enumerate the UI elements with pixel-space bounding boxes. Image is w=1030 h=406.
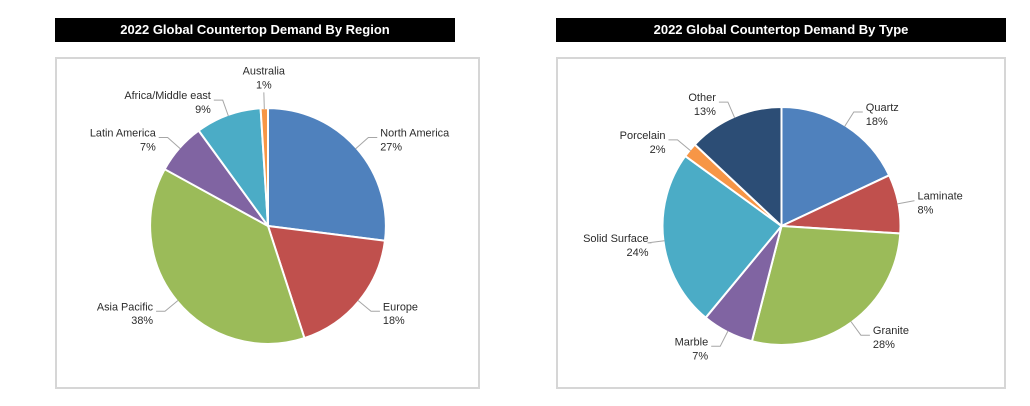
- pie-label-other: Other 13%: [688, 92, 716, 118]
- pie-label-latin-america: Latin America 7%: [90, 128, 157, 154]
- leader-line-laminate: [897, 200, 915, 205]
- type-pie-svg: Quartz 18% Laminate 8% Granite 28% Marble 7% Sol…: [583, 92, 963, 362]
- leader-line-porcelain: [668, 139, 691, 152]
- region-chart-area: North America 27% Europe 18% Asia Pacific 38%…: [55, 57, 480, 389]
- leader-line-quartz: [844, 111, 863, 127]
- pie-label-africa-middle-east: Africa/Middle east 9%: [124, 90, 211, 116]
- leader-line-other: [718, 101, 736, 118]
- type-chart-title: 2022 Global Countertop Demand By Type: [556, 18, 1006, 42]
- leader-line-asia-pacific: [156, 300, 179, 312]
- pie-label-solid-surface: Solid Surface 24%: [583, 233, 649, 259]
- pie-label-marble: Marble 7%: [675, 336, 709, 362]
- pie-label-porcelain: Porcelain 2%: [620, 130, 666, 156]
- pie-label-asia-pacific: Asia Pacific 38%: [97, 301, 154, 327]
- region-pie-svg: North America 27% Europe 18% Asia Pacific 38%…: [90, 66, 450, 345]
- type-chart-panel: 2022 Global Countertop Demand By Type Qu…: [556, 18, 1006, 389]
- type-chart-area: Quartz 18% Laminate 8% Granite 28% Marble 7% Sol…: [556, 57, 1006, 389]
- leader-line-latin-america: [158, 137, 181, 150]
- pie-label-quartz: Quartz 18%: [866, 102, 899, 128]
- region-chart-panel: 2022 Global Countertop Demand By Region …: [55, 18, 480, 389]
- pie-label-granite: Granite 28%: [873, 325, 909, 351]
- leader-line-marble: [711, 330, 729, 347]
- pie-label-north-america: North America 27%: [380, 128, 450, 154]
- leader-line-africa-middle-east: [213, 99, 229, 117]
- region-chart-title: 2022 Global Countertop Demand By Region: [55, 18, 455, 42]
- pie-label-europe: Europe 18%: [383, 301, 418, 327]
- pie-label-laminate: Laminate 8%: [918, 191, 963, 217]
- leader-line-solid-surface: [647, 240, 665, 244]
- leader-line-granite: [850, 321, 870, 336]
- pie-label-australia: Australia 1%: [243, 66, 286, 92]
- leader-line-europe: [357, 300, 380, 312]
- leader-line-north-america: [355, 137, 378, 150]
- pie-slice-north-america: [267, 107, 387, 242]
